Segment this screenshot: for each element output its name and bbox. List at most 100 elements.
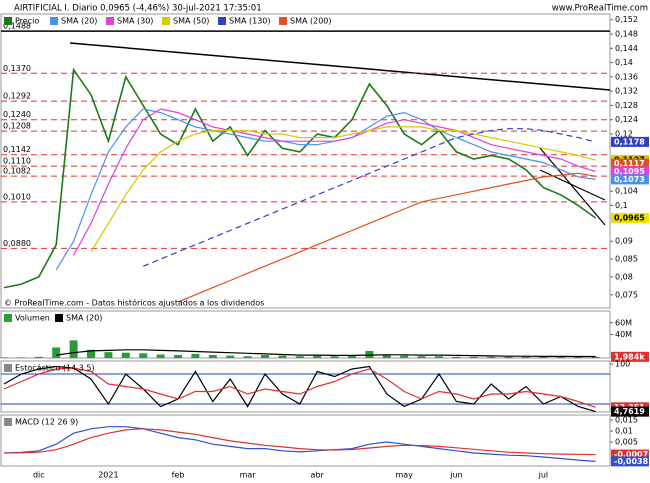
legend-label: SMA (130) xyxy=(229,17,271,26)
value-badge xyxy=(611,406,649,417)
level-label: 0,0880 xyxy=(3,239,31,248)
volume-bar xyxy=(522,356,530,358)
y-tick-label: 0,005 xyxy=(615,438,638,447)
y-tick-label: 0,148 xyxy=(615,30,638,39)
volume-bar xyxy=(574,356,583,358)
volume-bar xyxy=(0,357,8,358)
series-line xyxy=(3,428,596,456)
series-line xyxy=(142,128,596,267)
legend-title: Estocástico (14 3 5) xyxy=(15,364,95,373)
y-tick-label: 40M xyxy=(615,330,632,339)
series-line xyxy=(3,367,596,408)
series-line xyxy=(90,126,596,253)
value-badge xyxy=(611,212,649,223)
volume-bar xyxy=(417,356,426,358)
y-tick-label: 60M xyxy=(615,318,632,327)
y-tick-label: 100 xyxy=(615,360,630,369)
volume-bar xyxy=(539,356,548,358)
value-badge xyxy=(611,174,649,185)
volume-bar xyxy=(330,356,339,358)
level-label: 0,1010 xyxy=(3,192,31,201)
x-tick-label: 2021 xyxy=(98,471,118,480)
level-label: 0,1292 xyxy=(3,92,31,101)
y-tick-label: 0,08 xyxy=(615,272,633,281)
y-tick-label: 0,1 xyxy=(615,201,628,210)
legend-swatch xyxy=(4,364,12,372)
value-badge-label: -0,0007 xyxy=(614,450,648,459)
value-badge-label: 0,1095 xyxy=(614,167,645,176)
legend-swatch xyxy=(4,418,12,426)
y-tick-label: 0,152 xyxy=(615,15,638,24)
series-line xyxy=(3,67,597,289)
trendline xyxy=(539,147,606,226)
value-badge-label: 0,1178 xyxy=(614,137,645,146)
legend-label: SMA (200) xyxy=(290,17,332,26)
volume-bar xyxy=(208,355,217,358)
x-tick-label: abr xyxy=(311,471,325,480)
panel-frame xyxy=(0,13,611,309)
legend-label: Precio xyxy=(15,17,39,26)
volume-bar xyxy=(191,353,200,358)
x-tick-label: may xyxy=(395,471,413,480)
legend-label: SMA (30) xyxy=(117,17,153,26)
level-label: 0,1110 xyxy=(3,157,31,166)
y-tick-label: 0,128 xyxy=(615,101,638,110)
legend-label: SMA (50) xyxy=(173,17,209,26)
volume-bar xyxy=(365,350,374,358)
level-label: 0,1082 xyxy=(3,167,31,176)
volume-bar xyxy=(139,353,148,358)
value-badge xyxy=(611,456,649,467)
panel-frame xyxy=(0,360,611,413)
x-tick-label: mar xyxy=(240,471,257,480)
volume-bar xyxy=(226,355,235,358)
value-badge-label: 0,0965 xyxy=(614,213,645,222)
volume-bar xyxy=(452,356,461,358)
series-line xyxy=(73,108,596,256)
volume-bar xyxy=(487,356,496,358)
series-line xyxy=(55,108,596,271)
volume-bar xyxy=(69,340,78,358)
volume-bar xyxy=(295,356,304,358)
volume-bar xyxy=(34,356,43,358)
y-tick-label: 0,124 xyxy=(615,115,638,124)
x-tick-label: dic xyxy=(33,471,45,480)
note: © ProRealTime.com - Datos históricos aju… xyxy=(4,298,264,308)
value-badge xyxy=(611,166,649,177)
value-badge-label: 0,1117 xyxy=(614,159,645,168)
series-line xyxy=(3,365,596,413)
value-badge-label: 4,7619 xyxy=(614,407,645,416)
legend-swatch xyxy=(218,17,226,25)
y-tick-label: 0,144 xyxy=(615,44,638,53)
value-badge xyxy=(611,351,649,362)
volume-bar xyxy=(104,352,113,358)
y-tick-label: 0,01 xyxy=(615,427,633,436)
volume-bar xyxy=(87,349,95,358)
value-badge-label: -0,0038 xyxy=(614,457,649,466)
volume-bar xyxy=(348,355,356,358)
value-badge-label: 0,1073 xyxy=(614,175,645,184)
volume-bar xyxy=(504,356,513,358)
volume-bar xyxy=(17,357,26,358)
y-tick-label: 0,075 xyxy=(615,290,638,299)
level-label: 0,1240 xyxy=(3,110,31,119)
y-tick-label: 0,085 xyxy=(615,255,638,264)
legend-label: Volumen xyxy=(15,314,50,323)
header-title: AIRTIFICIAL I. Diario 0,0965 (-4,46%) 30… xyxy=(14,4,262,14)
trendline xyxy=(69,42,611,91)
volume-bar xyxy=(121,352,130,358)
x-tick-label: jun xyxy=(449,471,462,480)
y-tick-label: 0,015 xyxy=(615,416,638,425)
level-label: 0,1370 xyxy=(3,64,31,73)
legend-label: SMA (20) xyxy=(61,17,97,26)
series-line xyxy=(177,172,596,303)
legend-swatch xyxy=(4,314,12,322)
value-badge-label: 1,984k xyxy=(614,352,645,361)
x-tick-label: feb xyxy=(172,471,185,480)
volume-bar xyxy=(400,355,409,358)
volume-bar xyxy=(591,356,600,358)
y-tick-label: 0,132 xyxy=(615,87,638,96)
volume-bar xyxy=(174,355,182,358)
volume-bar xyxy=(313,355,322,358)
value-badge xyxy=(611,136,649,147)
panel-frame xyxy=(0,414,611,467)
